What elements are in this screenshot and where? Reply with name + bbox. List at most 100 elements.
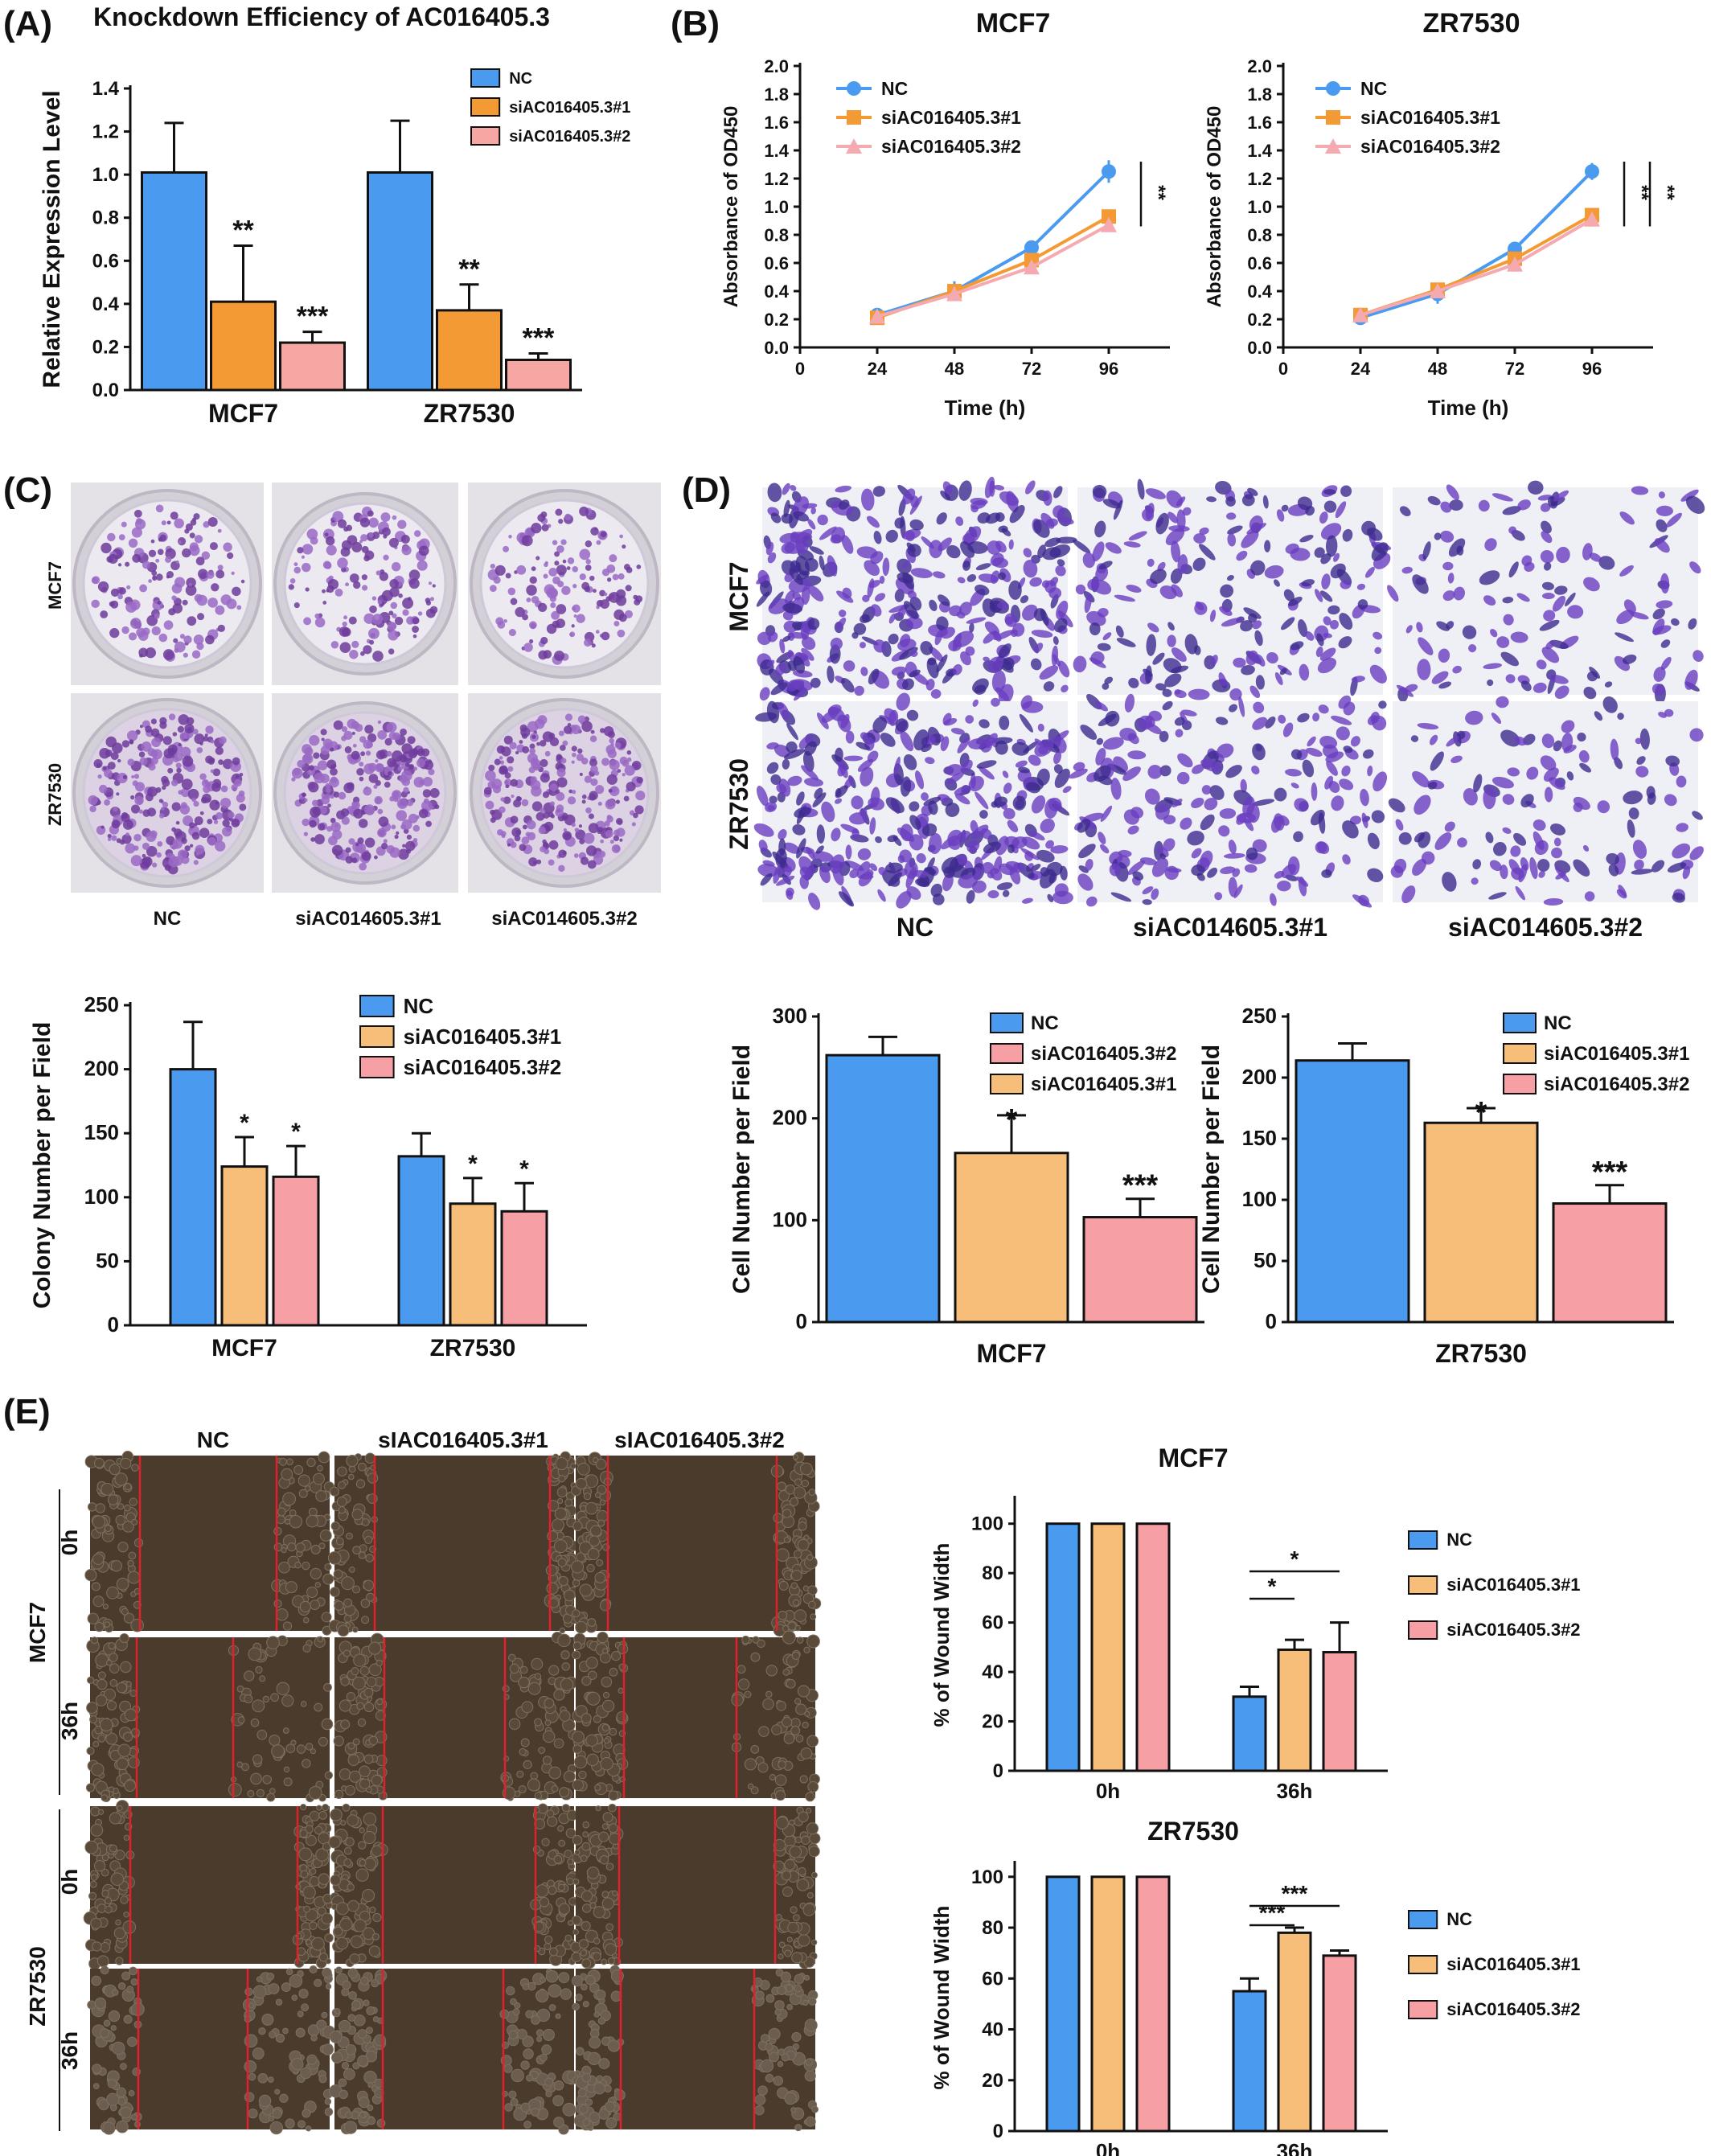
data-point xyxy=(1325,138,1341,154)
colony-dot xyxy=(333,791,340,798)
cell xyxy=(604,2084,612,2093)
cell xyxy=(359,1976,369,1986)
y-tick-label: 60 xyxy=(982,1968,1003,1990)
stained-cell xyxy=(756,591,770,607)
colony-dot xyxy=(523,643,533,652)
stained-cell xyxy=(1225,765,1242,778)
bar xyxy=(141,170,207,392)
cell xyxy=(598,1831,609,1842)
stained-cell xyxy=(807,618,820,630)
stained-cell xyxy=(1279,667,1287,676)
stained-cell xyxy=(1036,768,1050,786)
cell xyxy=(347,2014,356,2022)
cell xyxy=(329,2031,343,2043)
stained-cell xyxy=(999,491,1020,506)
cell xyxy=(777,1481,787,1492)
colony-dot xyxy=(368,532,374,538)
colony-dot xyxy=(596,540,601,545)
stained-cell xyxy=(1305,506,1315,516)
legend-label: siAC016405.3#1 xyxy=(1360,107,1500,128)
colony-dot xyxy=(341,726,348,733)
stained-cell xyxy=(776,783,787,794)
y-tick-label: 50 xyxy=(96,1248,119,1272)
cell xyxy=(297,1947,306,1957)
stained-cell xyxy=(1274,671,1283,686)
cell xyxy=(794,1698,802,1705)
cell xyxy=(361,1616,370,1624)
stained-cell xyxy=(1442,590,1455,602)
colony-dot xyxy=(305,587,310,592)
stained-cell xyxy=(1191,848,1202,859)
stained-cell xyxy=(1500,864,1508,880)
stained-cell xyxy=(1652,618,1665,635)
stained-cell xyxy=(991,697,1000,707)
cell xyxy=(806,1634,820,1649)
cell xyxy=(782,1624,790,1632)
stained-cell xyxy=(940,626,955,639)
stained-cell xyxy=(1288,596,1303,606)
colony-dot xyxy=(302,744,312,754)
stained-cell xyxy=(1627,819,1635,838)
colony-dot xyxy=(108,553,118,565)
colony-dot xyxy=(529,743,535,749)
stained-cell xyxy=(1566,771,1574,781)
colony-dot xyxy=(581,721,593,733)
stained-cell xyxy=(1034,643,1044,653)
cell xyxy=(806,1822,819,1835)
colony-dot xyxy=(128,632,137,641)
colony-dot xyxy=(552,540,558,545)
colony-dot xyxy=(400,534,410,544)
stained-cell xyxy=(1127,860,1146,875)
stained-cell xyxy=(1297,713,1310,723)
stained-cell xyxy=(1543,610,1556,622)
stained-cell xyxy=(1245,847,1258,860)
cell xyxy=(516,1770,524,1778)
stained-cell xyxy=(1015,760,1028,768)
stained-cell xyxy=(765,801,778,813)
stained-cell xyxy=(984,476,995,499)
stained-cell xyxy=(1340,485,1352,497)
cell xyxy=(811,2105,819,2113)
cell xyxy=(100,1965,109,1975)
cell xyxy=(808,1846,820,1858)
colony-dot xyxy=(489,585,497,593)
stained-cell xyxy=(903,754,917,770)
stained-cell xyxy=(1145,665,1152,684)
y-tick-label: 0.0 xyxy=(764,338,789,358)
stained-cell xyxy=(786,723,798,741)
cell xyxy=(576,2047,585,2056)
stained-cell xyxy=(775,663,786,676)
cell xyxy=(544,1942,552,1951)
transwell-photo xyxy=(753,692,1073,910)
cell xyxy=(282,2027,289,2035)
colony-dot xyxy=(150,718,157,725)
y-tick-label: 1.2 xyxy=(92,121,119,143)
cell xyxy=(784,2092,798,2105)
stained-cell xyxy=(794,680,805,689)
y-tick-label: 150 xyxy=(84,1120,119,1144)
stained-cell xyxy=(1374,647,1382,655)
stained-cell xyxy=(957,855,968,865)
cell xyxy=(805,1792,815,1802)
stained-cell xyxy=(1294,798,1309,812)
colony-dot xyxy=(345,582,350,587)
colony-dot xyxy=(572,606,576,611)
cell xyxy=(228,1783,242,1797)
colony-dot xyxy=(293,566,301,574)
colony-dot xyxy=(213,819,219,824)
colony-dot xyxy=(503,796,511,804)
colony-dot xyxy=(171,595,177,601)
colony-dot xyxy=(166,520,171,525)
stained-cell xyxy=(1283,589,1295,602)
colony-dot xyxy=(609,786,620,797)
cell xyxy=(240,1763,249,1772)
cell xyxy=(322,2043,334,2055)
colony-dot xyxy=(363,739,372,749)
stained-cell xyxy=(1623,599,1636,614)
stained-cell xyxy=(1167,634,1176,647)
stained-cell xyxy=(1652,860,1665,873)
cell xyxy=(597,1631,609,1644)
stained-cell xyxy=(953,630,974,648)
stained-cell xyxy=(1056,536,1077,544)
